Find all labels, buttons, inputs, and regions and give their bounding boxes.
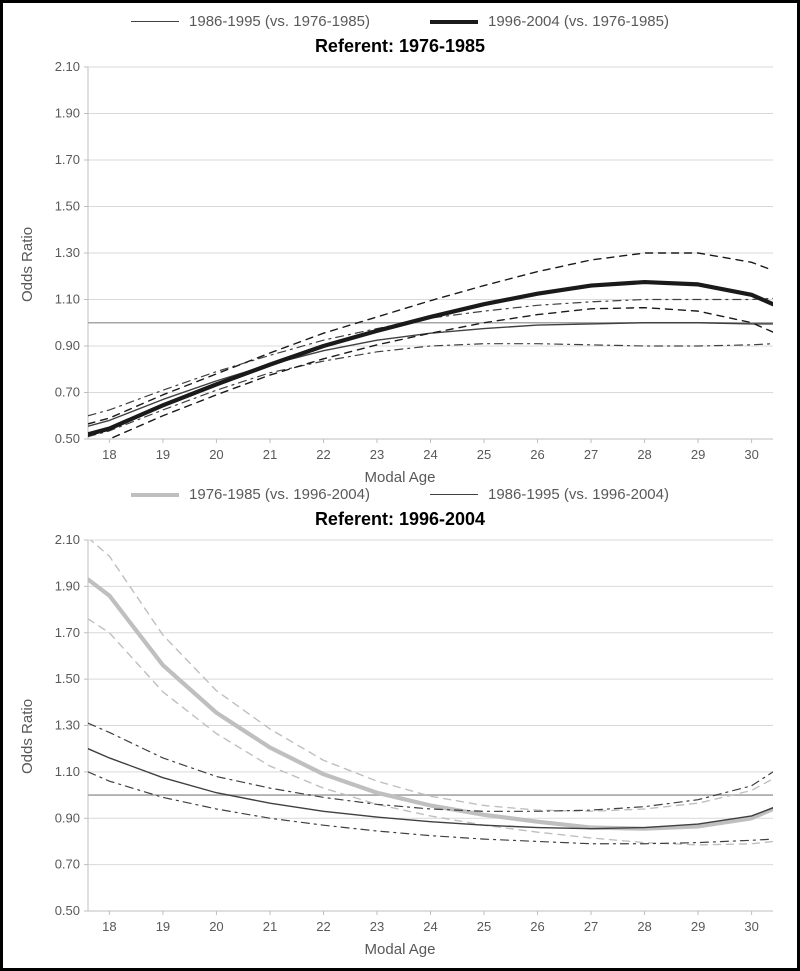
svg-text:2.10: 2.10 [55,534,80,547]
svg-text:26: 26 [530,447,544,462]
svg-text:24: 24 [423,447,437,462]
svg-text:26: 26 [530,919,544,934]
legend-item: 1996-2004 (vs. 1976-1985) [430,13,669,30]
svg-text:30: 30 [744,447,758,462]
svg-text:20: 20 [209,447,223,462]
x-axis-label: Modal Age [17,941,783,958]
svg-text:0.50: 0.50 [55,903,80,918]
svg-text:27: 27 [584,447,598,462]
top-pane: 1986-1995 (vs. 1976-1985) 1996-2004 (vs.… [17,13,783,486]
svg-text:27: 27 [584,919,598,934]
svg-text:23: 23 [370,919,384,934]
bottom-pane: 1976-1985 (vs. 1996-2004) 1986-1995 (vs.… [17,486,783,958]
svg-text:1.30: 1.30 [55,245,80,260]
svg-text:1.10: 1.10 [55,764,80,779]
bottom-legend: 1976-1985 (vs. 1996-2004) 1986-1995 (vs.… [17,486,783,503]
svg-text:1.90: 1.90 [55,578,80,593]
chart-svg: 0.50 0.70 0.90 1.10 1.30 1.50 1.70 1.90 2.10 18 19… [38,61,783,467]
svg-text:28: 28 [637,919,651,934]
svg-text:2.10: 2.10 [55,61,80,74]
svg-text:29: 29 [691,919,705,934]
svg-text:1.10: 1.10 [55,292,80,307]
legend-label: 1976-1985 (vs. 1996-2004) [189,486,370,503]
chart-title: Referent: 1976-1985 [17,36,783,57]
svg-text:18: 18 [102,447,116,462]
y-axis-label: Odds Ratio [17,534,38,939]
svg-text:19: 19 [156,919,170,934]
legend-label: 1996-2004 (vs. 1976-1985) [488,13,669,30]
legend-label: 1986-1995 (vs. 1996-2004) [488,486,669,503]
legend-item: 1986-1995 (vs. 1996-2004) [430,486,669,503]
legend-swatch [430,20,478,24]
svg-text:25: 25 [477,447,491,462]
svg-text:1.90: 1.90 [55,106,80,121]
figure-frame: 1986-1995 (vs. 1976-1985) 1996-2004 (vs.… [0,0,800,971]
y-axis-label: Odds Ratio [17,61,38,467]
chart-svg-holder: 0.50 0.70 0.90 1.10 1.30 1.50 1.70 1.90 2.10 18 19… [38,534,783,939]
svg-text:0.70: 0.70 [55,385,80,400]
svg-text:24: 24 [423,919,437,934]
legend-item: 1986-1995 (vs. 1976-1985) [131,13,370,30]
chart-svg-holder: 0.50 0.70 0.90 1.10 1.30 1.50 1.70 1.90 2.10 18 19… [38,61,783,467]
svg-text:21: 21 [263,447,277,462]
chart-wrap: Odds Ratio 0.50 0.70 0.90 1.10 1.30 1.50 1.70 1… [17,534,783,939]
svg-text:20: 20 [209,919,223,934]
svg-text:22: 22 [316,919,330,934]
svg-text:22: 22 [316,447,330,462]
legend-swatch [430,494,478,495]
chart-svg: 0.50 0.70 0.90 1.10 1.30 1.50 1.70 1.90 2.10 18 19… [38,534,783,939]
legend-swatch [131,21,179,22]
svg-text:1.30: 1.30 [55,718,80,733]
svg-text:0.90: 0.90 [55,338,80,353]
chart-title: Referent: 1996-2004 [17,509,783,530]
legend-item: 1976-1985 (vs. 1996-2004) [131,486,370,503]
svg-text:0.50: 0.50 [55,431,80,446]
top-legend: 1986-1995 (vs. 1976-1985) 1996-2004 (vs.… [17,13,783,30]
svg-text:23: 23 [370,447,384,462]
svg-text:0.70: 0.70 [55,857,80,872]
svg-text:0.90: 0.90 [55,810,80,825]
svg-text:1.50: 1.50 [55,671,80,686]
svg-text:28: 28 [637,447,651,462]
svg-text:25: 25 [477,919,491,934]
svg-text:30: 30 [744,919,758,934]
x-axis-label: Modal Age [17,469,783,486]
legend-label: 1986-1995 (vs. 1976-1985) [189,13,370,30]
svg-text:1.50: 1.50 [55,199,80,214]
legend-swatch [131,493,179,497]
svg-text:18: 18 [102,919,116,934]
svg-text:21: 21 [263,919,277,934]
chart-wrap: Odds Ratio 0.50 0.70 0.90 1.10 1.30 1.50 1.70 1… [17,61,783,467]
svg-text:19: 19 [156,447,170,462]
svg-text:1.70: 1.70 [55,625,80,640]
svg-text:29: 29 [691,447,705,462]
svg-text:1.70: 1.70 [55,152,80,167]
